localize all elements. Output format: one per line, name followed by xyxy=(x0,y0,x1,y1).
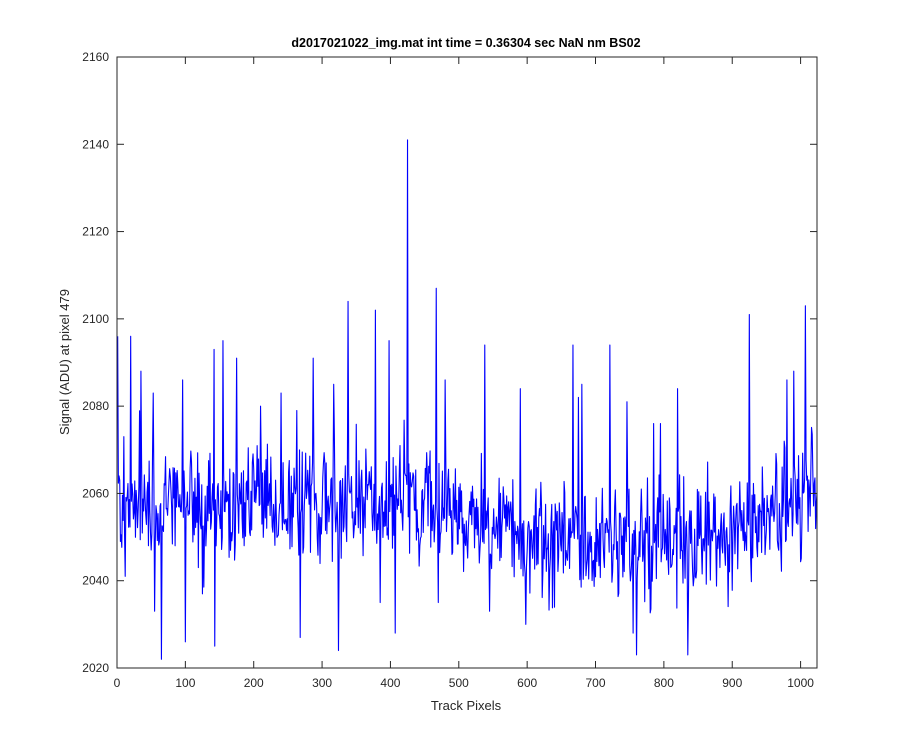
x-tick-label: 700 xyxy=(586,676,606,690)
x-axis: 0 100 200 300 400 500 600 700 800 900 1000 xyxy=(114,57,814,690)
x-tick-label: 100 xyxy=(175,676,195,690)
axes-box xyxy=(116,56,818,669)
x-tick-label: 0 xyxy=(114,676,121,690)
y-tick-label: 2100 xyxy=(82,312,109,326)
y-tick-label: 2060 xyxy=(82,486,109,500)
x-tick-label: 200 xyxy=(244,676,264,690)
x-tick-label: 800 xyxy=(654,676,674,690)
series-line xyxy=(117,139,818,660)
x-tick-label: 900 xyxy=(722,676,742,690)
x-tick-label: 400 xyxy=(380,676,400,690)
x-tick-label: 600 xyxy=(517,676,537,690)
y-tick-label: 2020 xyxy=(82,661,109,675)
y-axis: 2020 2040 2060 2080 2100 2120 2140 2160 xyxy=(82,50,817,675)
x-tick-label: 500 xyxy=(449,676,469,690)
y-tick-label: 2160 xyxy=(82,50,109,64)
chart-title: d2017021022_img.mat int time = 0.36304 s… xyxy=(291,36,640,50)
x-axis-label: Track Pixels xyxy=(431,698,502,713)
x-tick-label: 1000 xyxy=(787,676,814,690)
y-tick-label: 2140 xyxy=(82,137,109,151)
y-tick-label: 2040 xyxy=(82,574,109,588)
y-axis-label: Signal (ADU) at pixel 479 xyxy=(57,289,72,435)
series-layer xyxy=(117,139,818,660)
y-tick-label: 2080 xyxy=(82,399,109,413)
y-tick-label: 2120 xyxy=(82,225,109,239)
plot-area xyxy=(117,57,817,668)
x-tick-label: 300 xyxy=(312,676,332,690)
